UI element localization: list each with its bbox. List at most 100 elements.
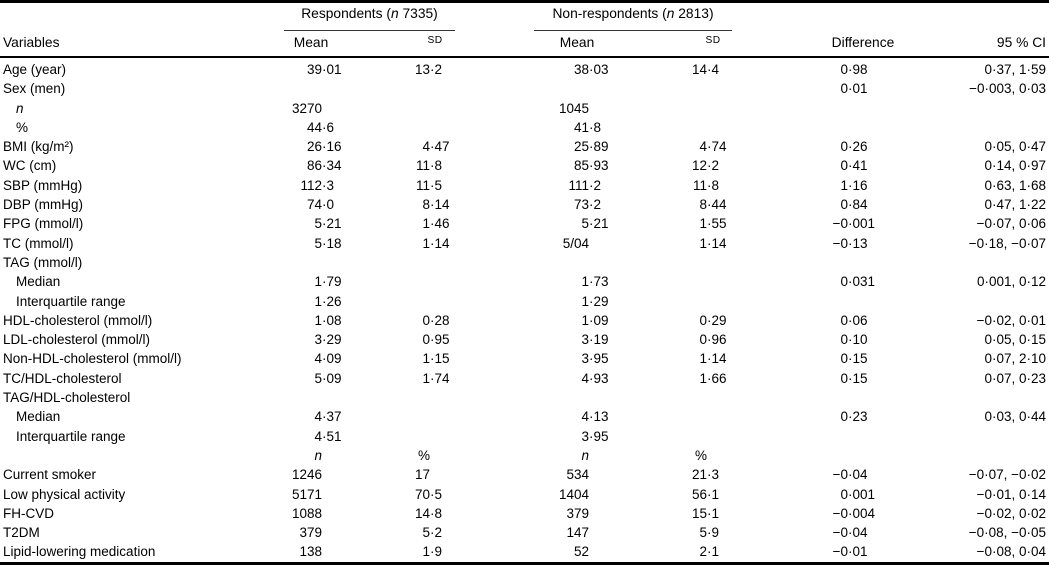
table-row: TAG/HDL-cholesterol	[0, 388, 1049, 407]
cell-rm: 1·79	[314, 274, 342, 290]
cell-rs: 0·28	[422, 312, 450, 328]
cell-ci: −0·08, 0·04	[976, 544, 1046, 560]
row-label: Median	[16, 409, 61, 425]
table-row: TC/HDL-cholesterol 5·09 1·74 4·93 1·66 0·15 0·…	[0, 369, 1049, 388]
cell-ci: 0·03, 0·44	[984, 409, 1046, 425]
row-label: Lipid-lowering medication	[3, 544, 156, 560]
cell-rs: %	[417, 447, 430, 463]
cell-ns: 0·96	[699, 332, 727, 348]
table-row: TAG (mmol/l)	[0, 253, 1049, 272]
cell-nm: 5·21	[581, 216, 609, 232]
cell-ci: −0·01, 0·14	[976, 486, 1046, 502]
cell-rm: 3·29	[314, 332, 342, 348]
cell-df: 0·10	[840, 332, 868, 348]
table-row: T2DM 379 5·2 147 5·9 −0·04 −0·08, −0·05	[0, 523, 1049, 542]
cell-rs: 0·95	[422, 332, 450, 348]
cell-ns: 4·74	[699, 139, 727, 155]
cell-ci: −0·08, −0·05	[968, 525, 1046, 541]
cell-rs: 17	[414, 467, 430, 483]
col-header-mean-non-respondents: Mean	[559, 35, 595, 50]
cell-rm: 1·26	[314, 293, 342, 309]
row-label: Sex (men)	[3, 81, 66, 97]
row-label: Current smoker	[3, 467, 97, 483]
cell-ns: 0·29	[699, 312, 727, 328]
cell-nm: 5/04	[562, 235, 589, 251]
cell-nm: 73·2	[573, 197, 602, 213]
cell-ns: 1·14	[699, 351, 727, 367]
table-row: BMI (kg/m²) 26·16 4·47 25·89 4·74 0·26 0·05, 0…	[0, 137, 1049, 156]
cell-nm: 1·73	[581, 274, 609, 290]
cell-ns: 56·1	[691, 486, 720, 502]
rule-top	[0, 0, 1049, 3]
row-label: TC (mmol/l)	[3, 235, 74, 251]
cell-ci: 0·07, 2·10	[984, 351, 1046, 367]
row-label: T2DM	[3, 525, 40, 541]
table-row: Median 4·37 4·13 0·23 0·03, 0·44	[0, 407, 1049, 426]
cell-df: 0·84	[840, 197, 868, 213]
cell-ns: 12·2	[691, 158, 720, 174]
cell-rs: 13·2	[414, 62, 443, 77]
cell-nm: 38·03	[573, 62, 609, 77]
row-label: Interquartile range	[16, 428, 126, 444]
cell-nm: 379	[566, 505, 589, 521]
cell-ci: −0·07, 0·06	[976, 216, 1046, 232]
cell-rm: 1·08	[314, 312, 342, 328]
table-row: FH-CVD 1088 14·8 379 15·1 −0·004 −0·02, 0·02	[0, 504, 1049, 523]
col-header-variables: Variables	[3, 35, 60, 50]
cell-nm: 1045	[558, 100, 589, 116]
cell-rm: 112·3	[300, 177, 335, 193]
cell-ns: 11·8	[692, 177, 720, 193]
row-label: Interquartile range	[16, 293, 126, 309]
row-label: HDL-cholesterol (mmol/l)	[3, 312, 153, 328]
table-row: Interquartile range 1·26 1·29	[0, 292, 1049, 311]
table-row: HDL-cholesterol (mmol/l) 1·08 0·28 1·09 0·29…	[0, 311, 1049, 330]
table-row: Non-HDL-cholesterol (mmol/l) 4·09 1·15 3·95…	[0, 349, 1049, 368]
row-label: %	[16, 119, 29, 135]
col-header-sd-non-respondents: SD	[705, 35, 721, 46]
table-row: Low physical activity 5171 70·5 1404 56·1 0·0…	[0, 485, 1049, 504]
cell-ci: −0·02, 0·02	[976, 505, 1046, 521]
group-label-part: Respondents (	[301, 6, 391, 21]
row-label: Age (year)	[3, 62, 67, 77]
table-row: LDL-cholesterol (mmol/l) 3·29 0·95 3·19 0·96…	[0, 330, 1049, 349]
cell-df: 0·23	[840, 409, 868, 425]
cell-df: 0·01	[840, 81, 868, 97]
table-row: Median 1·79 1·73 0·031 0·001, 0·12	[0, 272, 1049, 291]
cell-ci: −0·07, −0·02	[968, 467, 1046, 483]
cell-df: 0·15	[840, 370, 868, 386]
cell-rm: 1246	[291, 467, 322, 483]
cell-ci: −0·02, 0·01	[976, 312, 1046, 328]
cell-rs: 1·15	[422, 351, 450, 367]
cell-nm: 52	[573, 544, 589, 560]
group-label-part: 2813)	[674, 6, 714, 21]
col-header-difference: Difference	[831, 35, 895, 50]
row-label: TAG (mmol/l)	[3, 254, 83, 270]
rule-under-header	[0, 56, 1049, 58]
cell-rm: 44·6	[306, 119, 335, 135]
cell-df: 0·41	[840, 158, 868, 174]
cell-df: 0·98	[840, 62, 868, 77]
cell-df: 0·001	[840, 486, 876, 502]
cell-rs: 1·74	[422, 370, 450, 386]
cell-nm: 534	[566, 467, 589, 483]
cell-nm: 1404	[558, 486, 589, 502]
cell-df: 1·16	[840, 177, 868, 193]
cell-rs: 11·5	[415, 177, 443, 193]
cell-rm: 4·51	[314, 428, 342, 444]
col-header-mean-respondents: Mean	[293, 35, 329, 50]
cell-rs: 1·9	[422, 544, 443, 560]
cell-rs: 5·2	[422, 525, 443, 541]
cell-nm: 41·8	[573, 119, 602, 135]
cell-df: −0·04	[832, 525, 868, 541]
cell-nm: 3·19	[581, 332, 609, 348]
row-label: LDL-cholesterol (mmol/l)	[3, 332, 151, 348]
cell-rm: 74·0	[306, 197, 335, 213]
group-label-part: 7335)	[398, 6, 438, 21]
table-row: Lipid-lowering medication 138 1·9 52 2·1 −0·0…	[0, 542, 1049, 561]
cell-rm: 5171	[291, 486, 322, 502]
cell-rs: 70·5	[414, 486, 443, 502]
table-row: TC (mmol/l) 5·18 1·14 5/04 1·14 −0·13 −0·18, −…	[0, 234, 1049, 253]
table-row: Age (year) 39·01 13·2 38·03 14·4 0·98 0·37, 1·…	[0, 60, 1049, 79]
cell-ns: %	[694, 447, 707, 463]
